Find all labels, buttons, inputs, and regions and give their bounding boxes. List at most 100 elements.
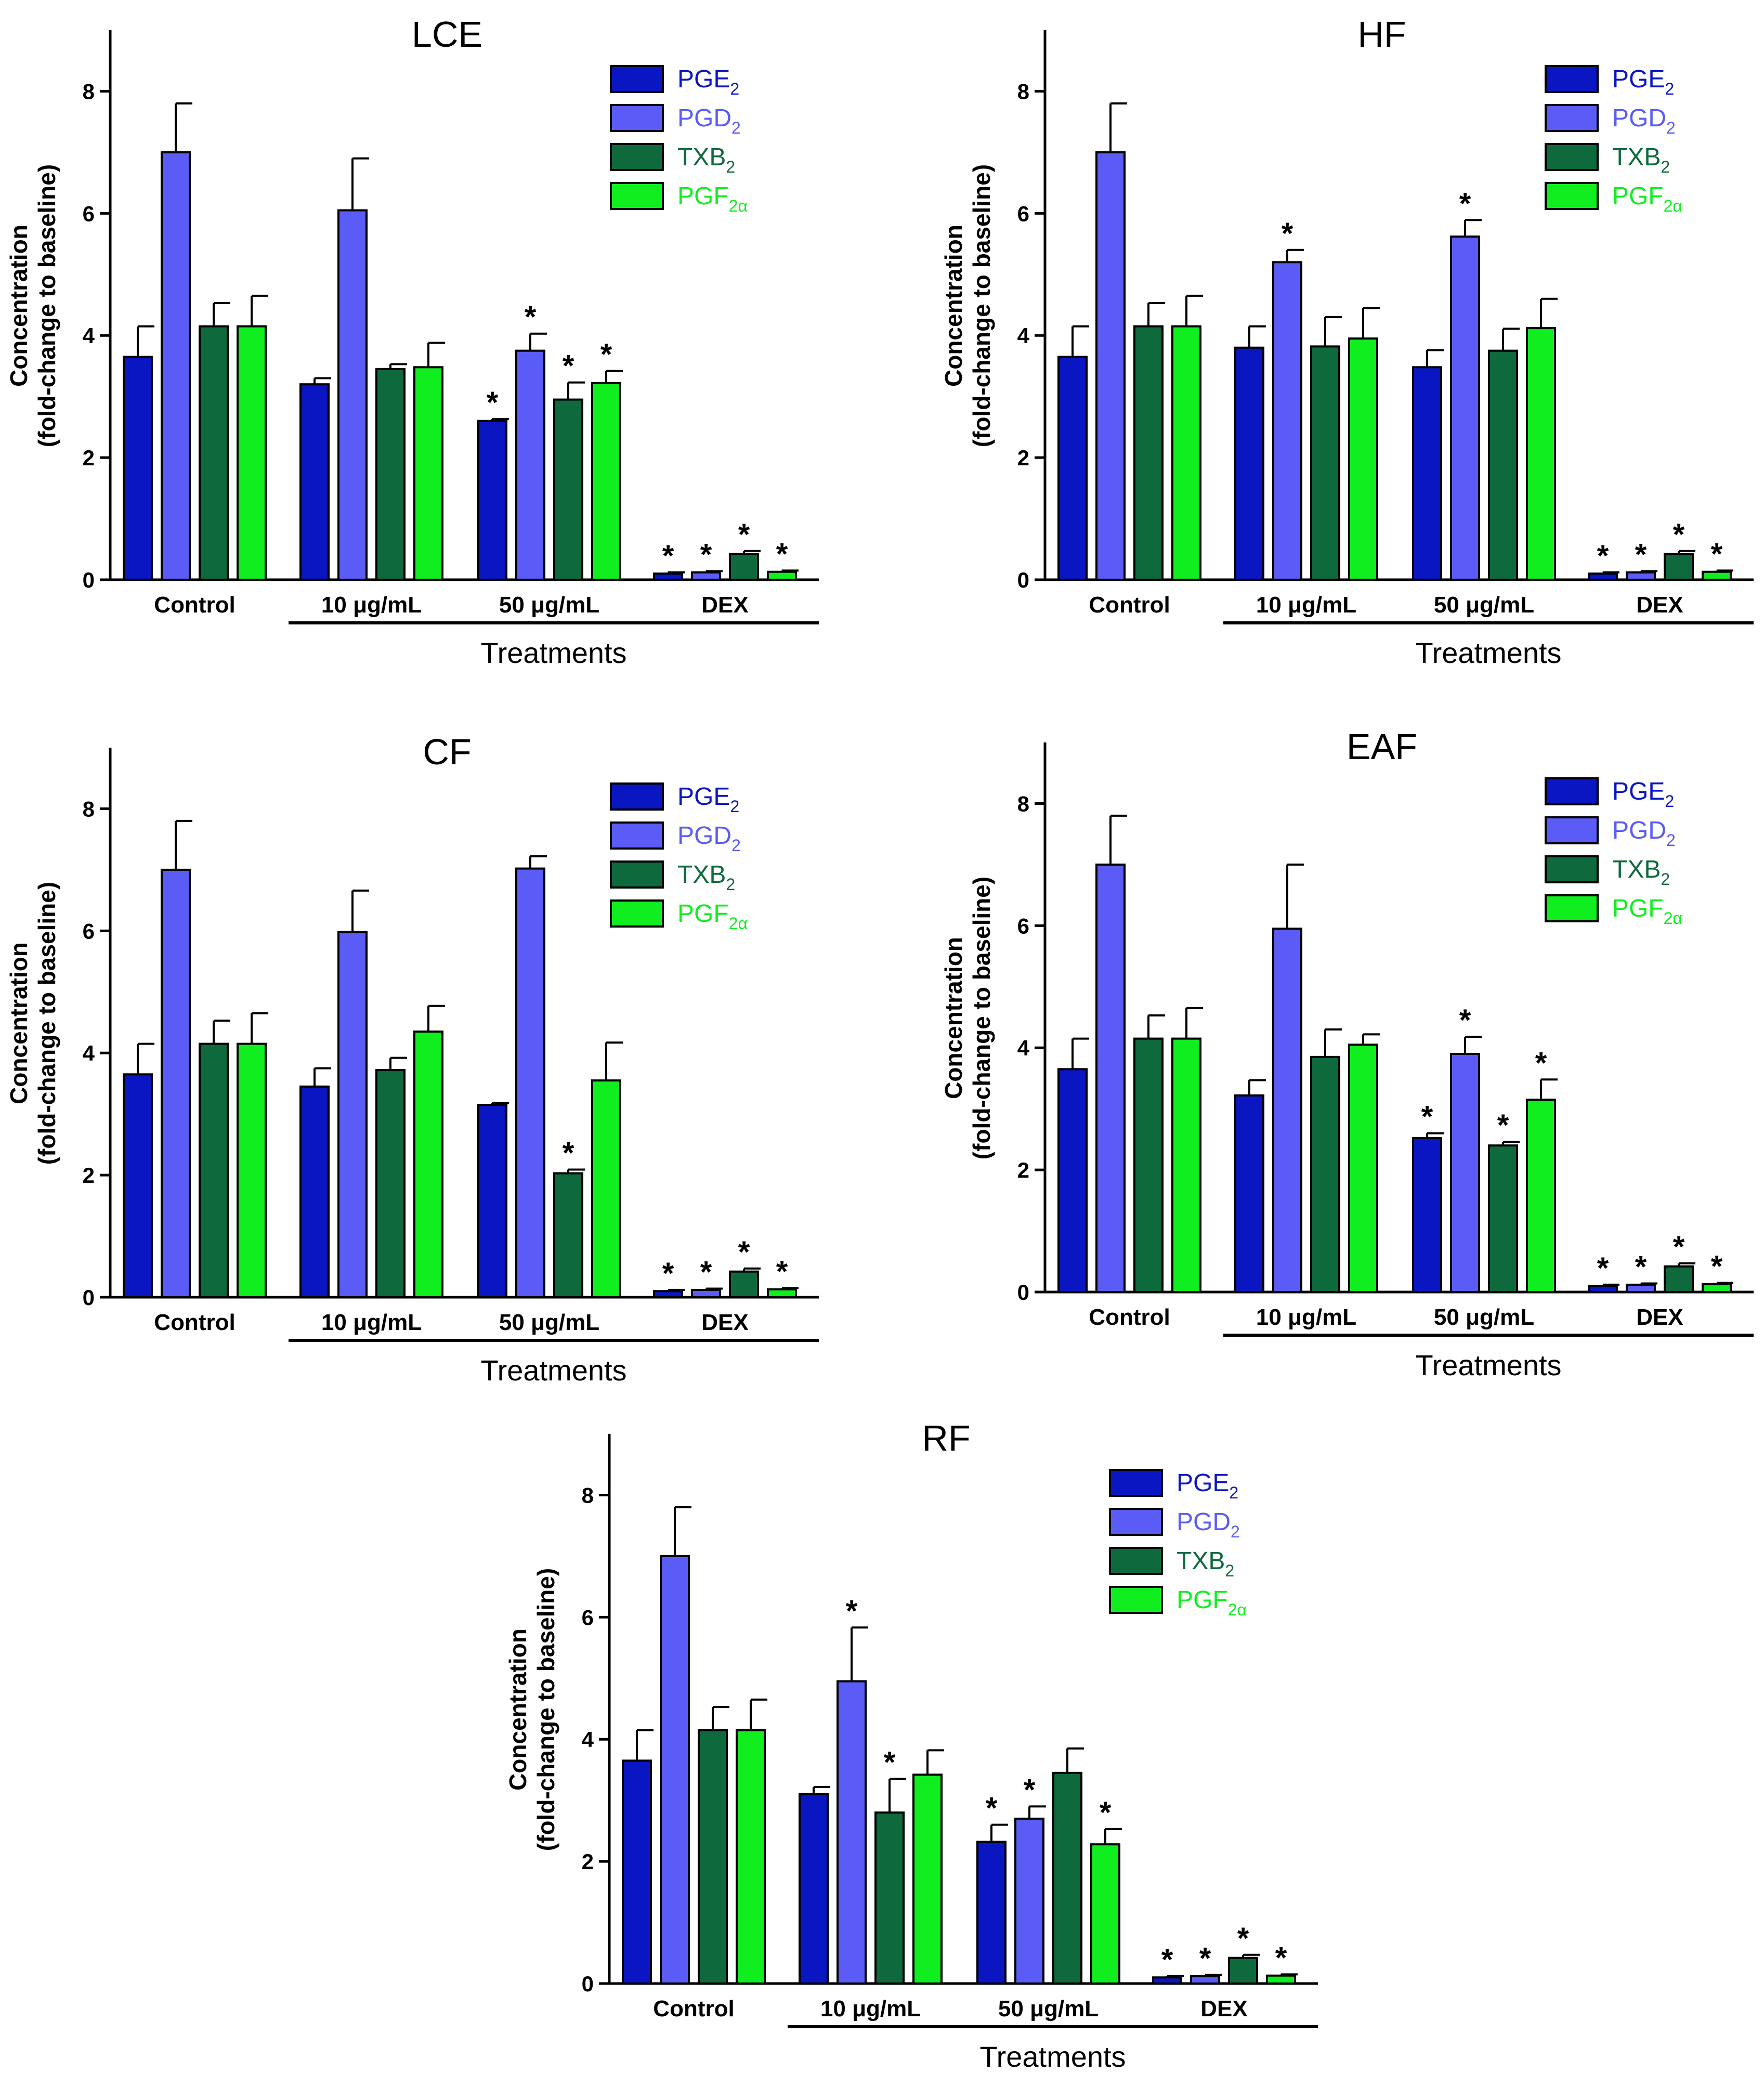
legend-label-pgf2a: PGF2α <box>677 900 748 933</box>
legend-label-pge2: PGE2 <box>1612 66 1674 98</box>
bar-pgd2-2 <box>515 349 545 581</box>
y-axis-label-line-2: (fold-change to baseline) <box>33 164 60 447</box>
bar-pgf2a-0 <box>1171 325 1201 581</box>
bar-pgf2a-3 <box>1702 1283 1732 1293</box>
bar-pgd2-2 <box>515 867 545 1299</box>
legend-label-txb2: TXB2 <box>677 144 735 176</box>
bar-pgd2-3 <box>1190 1975 1220 1985</box>
legend-label-subscript: 2α <box>1228 1600 1247 1619</box>
significance-star: * <box>1024 1773 1036 1807</box>
y-tick-label: 6 <box>582 1605 594 1629</box>
legend-label-base: PGD <box>1612 817 1666 844</box>
legend-swatch-pgd2 <box>610 104 664 132</box>
legend-swatch-pgd2 <box>610 821 664 850</box>
y-tick-label: 6 <box>83 919 95 943</box>
legend-label-txb2: TXB2 <box>1177 1547 1234 1580</box>
legend-label-base: PGE <box>1612 66 1665 93</box>
legend-label-subscript: 2 <box>731 119 741 137</box>
legend-label-pgd2: PGD2 <box>1612 817 1676 850</box>
significance-star: * <box>1635 538 1647 572</box>
bar-pgd2-3 <box>1626 571 1656 581</box>
legend-swatch-pgd2 <box>1545 816 1599 844</box>
legend-label-pge2: PGE2 <box>677 66 739 98</box>
bar-pgf2a-0 <box>736 1729 766 1985</box>
significance-star: * <box>563 349 574 383</box>
chart-panel-rf: RF Concentration(fold-change to baseline)… <box>504 1418 1318 2073</box>
y-tick-label: 8 <box>83 79 95 103</box>
bar-pge2-3 <box>653 572 683 581</box>
significance-star: * <box>1275 1941 1287 1975</box>
y-axis-label-line-1: Concentration <box>5 942 32 1104</box>
bar-txb2-2 <box>553 398 583 581</box>
significance-star: * <box>1100 1796 1112 1830</box>
significance-star: * <box>1535 1046 1547 1080</box>
bar-pgf2a-0 <box>1171 1037 1201 1293</box>
bar-pgd2-3 <box>691 1288 721 1298</box>
bar-pge2-0 <box>622 1759 652 1985</box>
legend-label-pgf2a: PGF2α <box>1177 1586 1247 1619</box>
y-tick-label: 2 <box>1017 446 1029 470</box>
significance-star: * <box>738 518 750 552</box>
bar-pgf2a-2 <box>591 1079 621 1298</box>
bar-pge2-1 <box>1234 1094 1264 1294</box>
bar-txb2-2 <box>1052 1771 1082 1985</box>
y-tick-label: 4 <box>1017 1036 1030 1060</box>
legend-swatch-pgf2a <box>610 899 664 928</box>
legend-label-subscript: 2 <box>1661 870 1670 889</box>
y-axis-label: Concentration(fold-change to baseline) <box>5 164 60 447</box>
bar-pgf2a-2 <box>591 382 621 581</box>
category-label: 50 μg/mL <box>1434 592 1534 618</box>
bar-txb2-3 <box>729 553 759 581</box>
significance-star: * <box>1282 217 1293 251</box>
y-tick-label: 4 <box>83 1041 95 1065</box>
legend-label-subscript: 2 <box>1666 119 1676 137</box>
y-axis-label-line-2: (fold-change to baseline) <box>532 1568 559 1851</box>
y-axis-label-line-2: (fold-change to baseline) <box>33 882 60 1165</box>
significance-star: * <box>700 1256 712 1289</box>
legend-swatch-txb2 <box>1545 855 1599 883</box>
significance-star: * <box>487 386 499 420</box>
legend-label-base: PGE <box>677 66 730 93</box>
legend-swatch-txb2 <box>1545 143 1599 171</box>
significance-star: * <box>700 538 712 572</box>
significance-star: * <box>1497 1108 1509 1142</box>
significance-star: * <box>1597 539 1609 573</box>
category-label: DEX <box>701 1310 748 1335</box>
legend-label-pgd2: PGD2 <box>1177 1508 1240 1541</box>
significance-star: * <box>662 1257 674 1290</box>
legend-label-subscript: 2α <box>1664 197 1682 215</box>
bar-pge2-0 <box>1057 356 1088 581</box>
bar-pgd2-0 <box>161 868 191 1298</box>
bar-pgf2a-3 <box>1702 570 1732 581</box>
chart-title: HF <box>1357 14 1406 55</box>
legend-swatch-pge2 <box>1545 65 1599 93</box>
legend-label-base: PGD <box>1177 1508 1231 1536</box>
legend-label-base: PGD <box>677 105 731 132</box>
bar-pge2-0 <box>1057 1068 1088 1293</box>
bar-pgf2a-3 <box>1266 1974 1296 1985</box>
bar-pge2-0 <box>123 356 153 581</box>
legend-label-base: PGD <box>1612 105 1666 132</box>
chart-panel-cf: CF Concentration(fold-change to baseline)… <box>5 732 819 1387</box>
x-axis-label: Treatments <box>480 1354 626 1387</box>
bar-txb2-3 <box>1664 553 1694 581</box>
legend-label-pgd2: PGD2 <box>677 105 741 137</box>
bar-pgf2a-2 <box>1526 1099 1556 1293</box>
legend-label-base: TXB <box>1612 144 1661 171</box>
y-tick-label: 0 <box>83 1285 95 1310</box>
category-label: Control <box>154 592 235 618</box>
category-label: DEX <box>1636 592 1683 618</box>
x-axis-label: Treatments <box>1415 1349 1561 1381</box>
significance-star: * <box>525 301 537 334</box>
bar-pge2-3 <box>1588 1285 1618 1294</box>
y-axis-label-line-1: Concentration <box>5 225 32 387</box>
legend-label-txb2: TXB2 <box>677 861 735 894</box>
legend-swatch-txb2 <box>1109 1547 1163 1575</box>
significance-star: * <box>846 1594 858 1628</box>
y-tick-label: 4 <box>83 323 95 348</box>
bar-txb2-2 <box>1488 1144 1518 1294</box>
significance-star: * <box>1597 1251 1609 1285</box>
legend-label-subscript: 2 <box>1666 831 1676 850</box>
y-tick-label: 2 <box>582 1849 594 1874</box>
